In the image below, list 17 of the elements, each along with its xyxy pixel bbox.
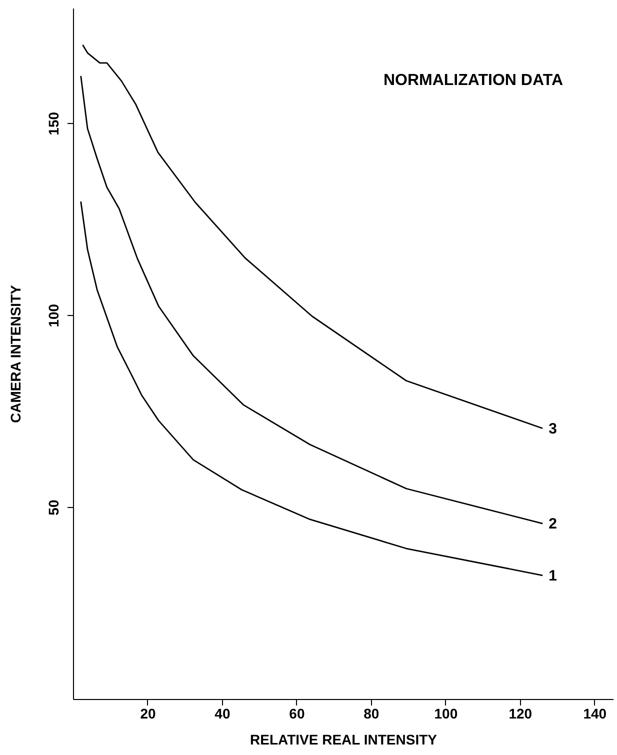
x-tick-label: 60 [289,706,305,722]
x-axis-title: RELATIVE REAL INTENSITY [250,732,438,748]
y-tick-label: 100 [46,304,62,328]
y-axis-title: CAMERA INTENSITY [8,284,24,423]
x-tick-label: 120 [508,706,532,722]
x-tick-label: 100 [434,706,458,722]
y-tick-label: 150 [46,112,62,136]
series-label: 3 [548,420,557,438]
line-series [80,200,544,576]
series-label: 1 [548,567,557,584]
y-tick-label: 50 [46,500,62,516]
x-tick-label: 40 [214,706,230,722]
x-tick-label: 80 [364,706,380,722]
x-tick-label: 20 [140,706,156,722]
series-label: 2 [548,516,557,533]
x-tick-label: 140 [583,706,607,722]
text: NORMALIZATION DATA [383,72,564,89]
